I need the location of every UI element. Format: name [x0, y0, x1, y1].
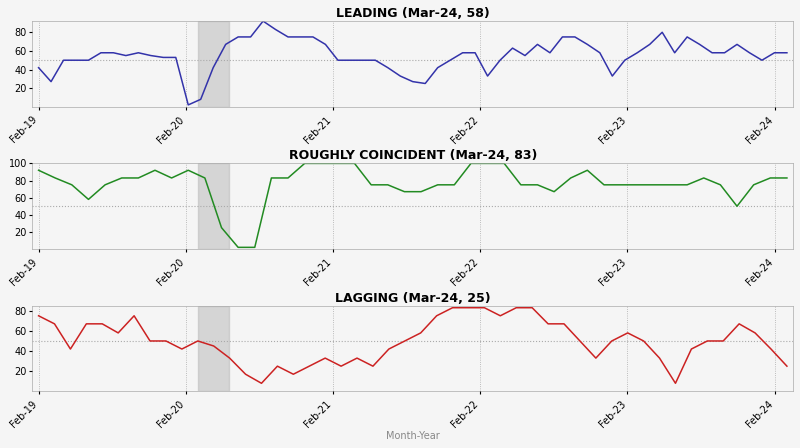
X-axis label: Month-Year: Month-Year: [386, 431, 440, 441]
Title: ROUGHLY COINCIDENT (Mar-24, 83): ROUGHLY COINCIDENT (Mar-24, 83): [289, 149, 537, 162]
Title: LEADING (Mar-24, 58): LEADING (Mar-24, 58): [336, 7, 490, 20]
Title: LAGGING (Mar-24, 25): LAGGING (Mar-24, 25): [335, 292, 490, 305]
Bar: [198, 21, 229, 107]
Bar: [198, 164, 229, 249]
Bar: [198, 306, 229, 392]
